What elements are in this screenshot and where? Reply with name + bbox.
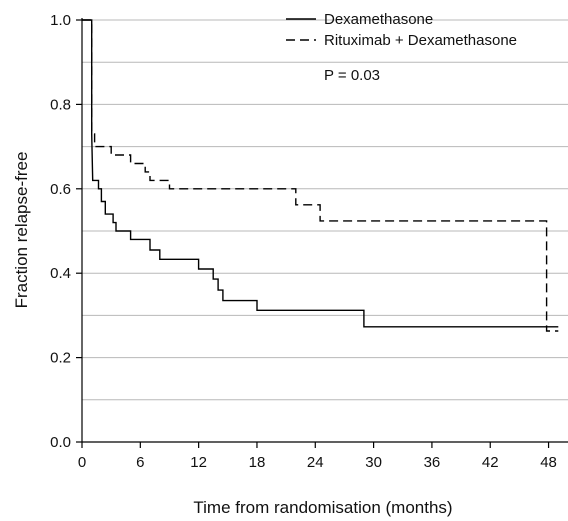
x-tick-label: 48 <box>540 454 557 471</box>
x-tick-label: 30 <box>365 454 382 471</box>
legend-label-rituximab-dexamethasone: Rituximab + Dexamethasone <box>324 32 517 49</box>
y-axis-title: Fraction relapse-free <box>12 152 31 309</box>
y-tick-label: 0.6 <box>50 181 71 198</box>
x-tick-label: 0 <box>78 454 86 471</box>
series-line-rituximab-dexamethasone <box>82 19 559 332</box>
y-tick-label: 1.0 <box>50 12 71 29</box>
y-tick-label: 0.2 <box>50 350 71 367</box>
x-tick-label: 36 <box>424 454 441 471</box>
x-tick-label: 24 <box>307 454 324 471</box>
p-value-annotation: P = 0.03 <box>324 67 380 84</box>
x-tick-label: 18 <box>249 454 266 471</box>
y-tick-label: 0.8 <box>50 96 71 113</box>
legend: Dexamethasone Rituximab + Dexamethasone … <box>286 11 517 84</box>
x-tick-label: 42 <box>482 454 499 471</box>
y-tick-label: 0.0 <box>50 434 71 451</box>
y-tick-label: 0.4 <box>50 265 71 282</box>
axes: 0.0 0.2 0.4 0.6 0.8 1.0 0 6 12 18 24 30 36 42 48 <box>50 12 568 471</box>
x-tick-label: 12 <box>190 454 207 471</box>
x-tick-label: 6 <box>136 454 144 471</box>
x-axis-title: Time from randomisation (months) <box>193 498 452 517</box>
series-lines <box>82 19 559 332</box>
series-line-dexamethasone <box>82 19 559 328</box>
grid-lines <box>82 19 568 401</box>
legend-label-dexamethasone: Dexamethasone <box>324 11 433 28</box>
